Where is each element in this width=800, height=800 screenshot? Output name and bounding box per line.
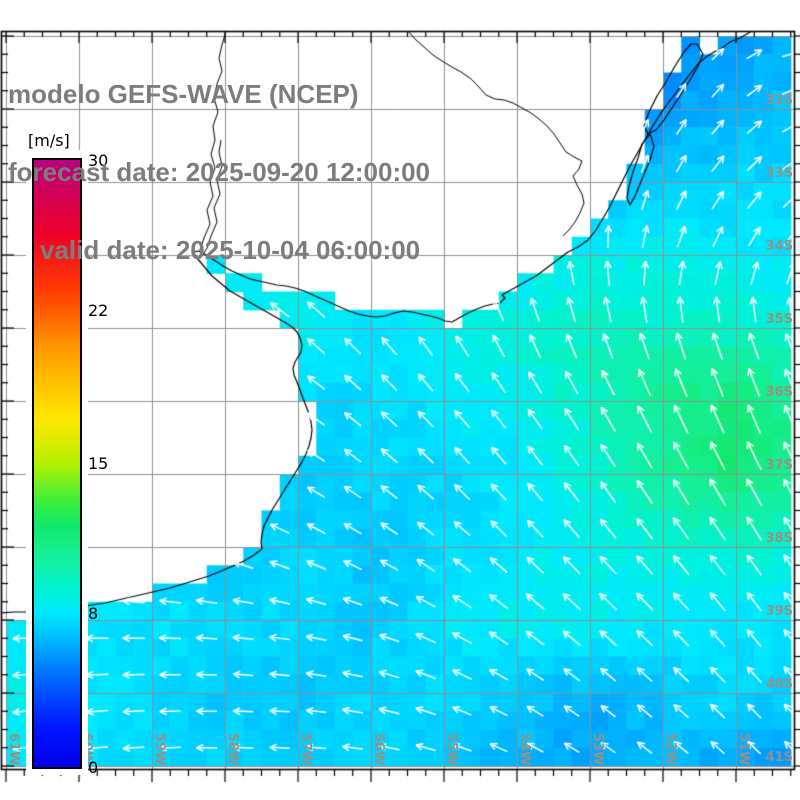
colorbar-tick-label: 30 [88, 151, 109, 170]
lon-label: 57W [298, 733, 313, 766]
colorbar-gradient [32, 158, 82, 769]
lon-label: 59W [152, 733, 167, 766]
lon-label: 61W [6, 733, 21, 766]
lat-label: 38S [765, 531, 793, 546]
model-title: modelo GEFS-WAVE (NCEP) [8, 79, 359, 109]
lat-label: 41S [765, 750, 793, 765]
colorbar-tick-label: 22 [88, 300, 109, 320]
colorbar [26, 150, 88, 775]
lon-label: 58W [225, 733, 240, 766]
lat-label: 36S [765, 385, 793, 400]
lat-label: 32S [765, 93, 793, 108]
colorbar-tick-label: 15 [88, 453, 109, 473]
colorbar-tick-label: 8 [88, 603, 99, 623]
lon-label: 54W [517, 733, 532, 766]
colorbar-unit-label: [m/s] [28, 131, 70, 150]
lon-label: 52W [663, 733, 678, 766]
colorbar-tick-label: 0 [88, 758, 99, 777]
valid-date: valid date: 2025-10-04 06:00:00 [40, 235, 421, 265]
lat-label: 40S [765, 677, 793, 692]
lat-label: 33S [765, 166, 793, 181]
lat-label: 34S [765, 239, 793, 254]
lon-label: 51W [736, 733, 751, 766]
title-block: modelo GEFS-WAVE (NCEP) forecast date: 2… [8, 29, 430, 315]
forecast-date: forecast date: 2025-09-20 12:00:00 [8, 157, 431, 187]
lat-label: 37S [765, 458, 793, 473]
lon-label: 56W [371, 733, 386, 766]
lat-label: 39S [765, 604, 793, 619]
lon-label: 53W [590, 733, 605, 766]
lon-label: 55W [444, 733, 459, 766]
lat-label: 35S [765, 312, 793, 327]
